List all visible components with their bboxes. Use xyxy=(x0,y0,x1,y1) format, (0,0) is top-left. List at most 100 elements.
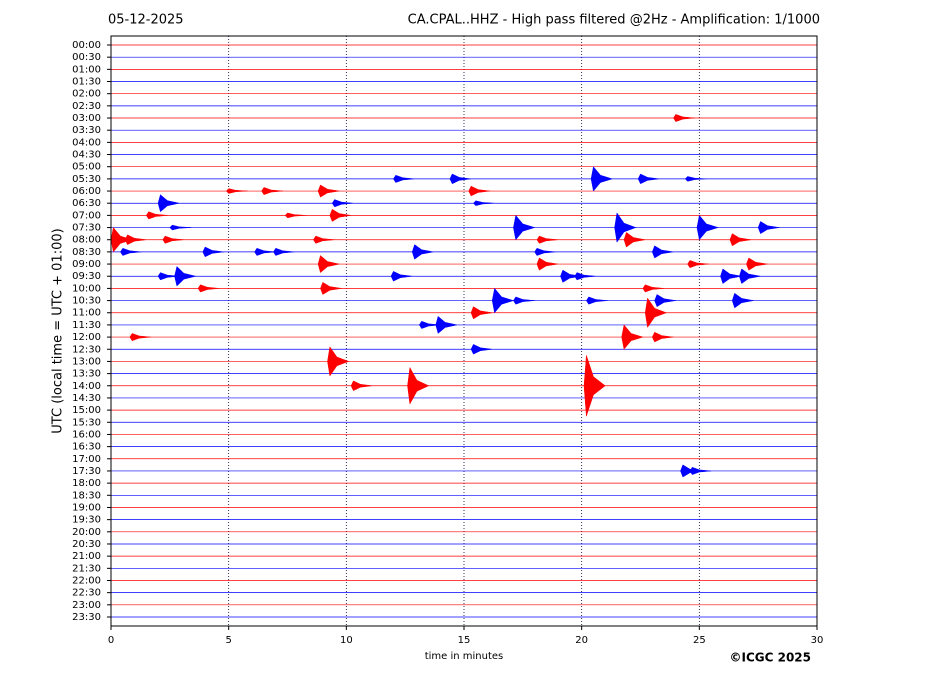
y-tick-label: 21:30 xyxy=(72,563,101,574)
y-tick-label: 18:30 xyxy=(72,490,101,501)
y-tick-label: 01:30 xyxy=(72,77,101,88)
seismic-event xyxy=(468,185,490,197)
seismic-event xyxy=(746,257,768,271)
y-tick-label: 04:00 xyxy=(72,137,101,148)
seismic-event xyxy=(732,292,754,309)
y-tick-label: 08:30 xyxy=(72,247,101,258)
seismic-event xyxy=(329,208,352,222)
y-tick-label: 09:00 xyxy=(72,259,101,270)
seismic-event xyxy=(162,235,184,244)
x-tick-label: 0 xyxy=(108,635,114,646)
y-tick-label: 15:00 xyxy=(72,405,101,416)
seismic-event xyxy=(317,184,340,198)
y-tick-label: 21:00 xyxy=(72,551,101,562)
seismic-event xyxy=(146,211,168,220)
seismic-event xyxy=(583,355,606,417)
seismic-event xyxy=(491,287,515,314)
seismic-event xyxy=(174,266,196,287)
y-tick-label: 06:00 xyxy=(72,186,101,197)
y-tick-label: 03:00 xyxy=(72,113,101,124)
y-tick-label: 17:00 xyxy=(72,454,101,465)
seismic-event xyxy=(261,187,283,195)
seismic-event xyxy=(393,174,415,183)
y-tick-label: 18:00 xyxy=(72,478,101,489)
y-tick-label: 06:30 xyxy=(72,198,101,209)
seismic-event xyxy=(129,333,152,342)
seismic-event xyxy=(435,315,457,334)
seismic-event xyxy=(536,235,559,244)
y-tick-label: 10:30 xyxy=(72,296,101,307)
seismic-event xyxy=(651,331,674,343)
seismic-event xyxy=(473,200,495,206)
seismic-event xyxy=(590,166,614,192)
seismic-event xyxy=(350,380,373,391)
seismic-event xyxy=(331,199,354,208)
seismic-event xyxy=(621,324,644,350)
seismic-event xyxy=(687,260,709,269)
x-tick-label: 30 xyxy=(811,635,824,646)
seismic-event xyxy=(642,284,665,293)
seismic-event xyxy=(689,467,712,475)
y-tick-label: 20:00 xyxy=(72,527,101,538)
y-tick-label: 16:00 xyxy=(72,429,101,440)
seismic-event xyxy=(254,247,276,256)
seismic-event xyxy=(623,232,646,248)
seismic-event xyxy=(390,271,413,282)
seismic-event xyxy=(654,294,676,308)
seismic-event xyxy=(225,188,248,194)
seismic-event xyxy=(157,194,180,213)
seismic-event xyxy=(696,214,720,241)
seismic-event xyxy=(684,176,707,182)
y-tick-label: 10:00 xyxy=(72,283,101,294)
seismic-event xyxy=(120,247,142,256)
seismic-event xyxy=(169,224,192,231)
seismic-event xyxy=(651,245,674,259)
seismic-event xyxy=(673,114,695,122)
seismic-event xyxy=(449,173,472,185)
y-tick-label: 00:30 xyxy=(72,52,101,63)
x-tick-label: 25 xyxy=(693,635,706,646)
y-tick-label: 11:00 xyxy=(72,308,101,319)
y-tick-label: 13:00 xyxy=(72,356,101,367)
y-tick-label: 19:30 xyxy=(72,515,101,526)
y-tick-label: 07:30 xyxy=(72,223,101,234)
date: 05-12-2025 xyxy=(108,13,184,28)
seismic-event xyxy=(407,366,430,405)
seismic-event xyxy=(313,235,335,244)
y-tick-label: 11:30 xyxy=(72,320,101,331)
y-tick-label: 19:00 xyxy=(72,502,101,513)
seismic-event xyxy=(202,246,224,258)
seismic-event xyxy=(320,281,342,295)
seismic-event xyxy=(614,212,637,243)
seismic-event xyxy=(513,296,535,305)
x-tick-label: 20 xyxy=(575,635,588,646)
y-tick-label: 13:30 xyxy=(72,369,101,380)
seismic-event xyxy=(757,221,780,235)
y-tick-label: 12:30 xyxy=(72,344,101,355)
y-tick-label: 05:30 xyxy=(72,174,101,185)
seismic-event xyxy=(273,247,295,256)
y-tick-label: 14:30 xyxy=(72,393,101,404)
seismic-event xyxy=(729,233,752,247)
y-tick-label: 14:00 xyxy=(72,381,101,392)
seismic-event xyxy=(411,244,434,260)
y-tick-label: 02:30 xyxy=(72,101,101,112)
y-tick-label: 23:00 xyxy=(72,600,101,611)
y-tick-label: 00:00 xyxy=(72,40,101,51)
y-tick-label: 05:00 xyxy=(72,162,101,173)
seismic-event xyxy=(470,306,493,320)
y-tick-label: 07:00 xyxy=(72,210,101,221)
y-tick-label: 02:00 xyxy=(72,89,101,100)
seismic-event xyxy=(327,346,350,377)
y-axis-label: UTC (local time = UTC + 01:00) xyxy=(51,228,66,433)
seismic-event xyxy=(470,344,493,355)
seismic-event xyxy=(317,255,340,274)
y-tick-label: 20:30 xyxy=(72,539,101,550)
seismic-event xyxy=(574,272,596,281)
seismic-event xyxy=(720,268,742,284)
seismic-event xyxy=(284,212,307,219)
x-tick-label: 15 xyxy=(458,635,471,646)
y-tick-label: 08:00 xyxy=(72,235,101,246)
seismic-event xyxy=(586,296,608,305)
